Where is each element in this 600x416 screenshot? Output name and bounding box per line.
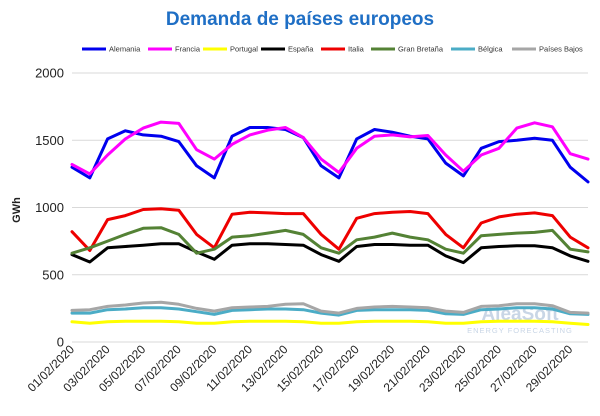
series-line-italia [70, 207, 590, 252]
y-axis-label: GWh [11, 197, 23, 223]
legend-item: Gran Bretaña [371, 45, 444, 54]
series-line-países-bajos [70, 300, 590, 315]
legend-label: Italia [348, 45, 365, 54]
chart-title: Demanda de países europeos [166, 9, 434, 30]
legend-item: Alemania [82, 45, 141, 54]
legend-label: Bélgica [478, 45, 503, 54]
legend-label: Países Bajos [539, 45, 583, 54]
legend-item: Bélgica [451, 45, 503, 54]
y-tick-label: 1500 [35, 133, 64, 148]
x-axis: 01/02/202003/02/202005/02/202007/02/2020… [25, 342, 576, 395]
legend-item: Países Bajos [512, 45, 583, 54]
y-tick-label: 500 [42, 267, 64, 282]
y-tick-label: 2000 [35, 66, 64, 81]
series-lines [70, 120, 590, 326]
legend-item: España [261, 45, 314, 54]
y-tick-label: 0 [57, 335, 64, 350]
series-line-francia [70, 120, 590, 176]
watermark-subtitle: ENERGY FORECASTING [467, 326, 573, 335]
legend-label: Alemania [109, 45, 141, 54]
legend-label: Francia [175, 45, 201, 54]
legend-label: Gran Bretaña [398, 45, 444, 54]
series-line-gran-bretaña [70, 226, 590, 255]
series-line-españa [70, 242, 590, 265]
legend: Alemania Francia Portugal España Italia Gran … [82, 45, 583, 54]
legend-item: Italia [321, 45, 365, 54]
legend-label: España [288, 45, 314, 54]
legend-label: Portugal [230, 45, 258, 54]
series-line-bélgica [70, 306, 590, 317]
y-axis: 0 500 1000 1500 2000 [35, 66, 64, 350]
series-line-alemania [70, 126, 590, 184]
series-line-portugal [70, 319, 590, 326]
legend-item: Portugal [203, 45, 258, 54]
y-tick-label: 1000 [35, 200, 64, 215]
legend-item: Francia [148, 45, 201, 54]
